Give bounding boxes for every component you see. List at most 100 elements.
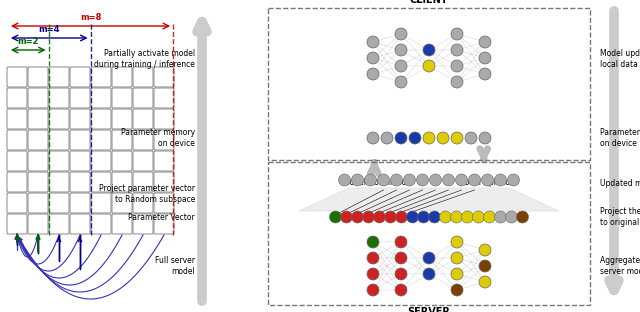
Text: Full server
model: Full server model [155, 256, 195, 276]
Circle shape [451, 76, 463, 88]
Circle shape [516, 211, 529, 223]
Circle shape [395, 252, 407, 264]
Circle shape [479, 244, 491, 256]
Circle shape [437, 132, 449, 144]
FancyBboxPatch shape [112, 151, 132, 171]
Circle shape [381, 132, 393, 144]
Circle shape [367, 68, 379, 80]
FancyBboxPatch shape [154, 214, 174, 234]
FancyBboxPatch shape [112, 172, 132, 192]
FancyBboxPatch shape [28, 193, 48, 213]
FancyBboxPatch shape [133, 151, 153, 171]
Circle shape [479, 36, 491, 48]
Circle shape [395, 284, 407, 296]
FancyBboxPatch shape [28, 67, 48, 87]
FancyBboxPatch shape [70, 88, 90, 108]
Circle shape [339, 174, 351, 186]
FancyBboxPatch shape [7, 130, 27, 150]
Circle shape [479, 260, 491, 272]
Circle shape [367, 284, 379, 296]
Circle shape [395, 76, 407, 88]
Text: Partially activate model
during training / inference: Partially activate model during training… [94, 49, 195, 69]
Text: Model Upload: Model Upload [458, 178, 510, 187]
FancyBboxPatch shape [28, 214, 48, 234]
Circle shape [479, 132, 491, 144]
Circle shape [451, 236, 463, 248]
Circle shape [479, 68, 491, 80]
Text: m=4: m=4 [38, 25, 60, 34]
Circle shape [403, 174, 415, 186]
FancyBboxPatch shape [70, 130, 90, 150]
Circle shape [417, 211, 429, 223]
Circle shape [423, 252, 435, 264]
Circle shape [468, 174, 481, 186]
Circle shape [423, 268, 435, 280]
Circle shape [508, 174, 520, 186]
Circle shape [385, 211, 397, 223]
Circle shape [479, 276, 491, 288]
FancyBboxPatch shape [91, 67, 111, 87]
Circle shape [367, 268, 379, 280]
Circle shape [451, 132, 463, 144]
Circle shape [506, 211, 518, 223]
Circle shape [409, 132, 421, 144]
Text: Parameter memory
on device: Parameter memory on device [600, 128, 640, 148]
Circle shape [395, 236, 407, 248]
Circle shape [351, 174, 364, 186]
FancyBboxPatch shape [70, 193, 90, 213]
FancyBboxPatch shape [154, 193, 174, 213]
Circle shape [365, 174, 376, 186]
FancyBboxPatch shape [49, 109, 69, 129]
Polygon shape [299, 188, 559, 211]
Circle shape [395, 28, 407, 40]
Circle shape [465, 132, 477, 144]
Circle shape [440, 211, 451, 223]
FancyBboxPatch shape [133, 193, 153, 213]
Text: m=2: m=2 [17, 37, 39, 46]
FancyBboxPatch shape [91, 88, 111, 108]
Text: Project parameter vector
to Random subspace: Project parameter vector to Random subsp… [99, 184, 195, 204]
FancyBboxPatch shape [133, 88, 153, 108]
FancyBboxPatch shape [70, 214, 90, 234]
Circle shape [483, 211, 495, 223]
FancyBboxPatch shape [49, 130, 69, 150]
FancyBboxPatch shape [70, 172, 90, 192]
Circle shape [451, 252, 463, 264]
Circle shape [367, 52, 379, 64]
Text: Project the updated parameter
to original space: Project the updated parameter to origina… [600, 207, 640, 227]
FancyBboxPatch shape [49, 172, 69, 192]
Circle shape [351, 211, 364, 223]
Text: CLIENT: CLIENT [410, 0, 448, 5]
FancyBboxPatch shape [70, 109, 90, 129]
FancyBboxPatch shape [154, 109, 174, 129]
FancyBboxPatch shape [154, 151, 174, 171]
Circle shape [417, 174, 429, 186]
Circle shape [451, 211, 463, 223]
FancyBboxPatch shape [28, 88, 48, 108]
Circle shape [451, 284, 463, 296]
Circle shape [423, 44, 435, 56]
FancyBboxPatch shape [70, 67, 90, 87]
FancyBboxPatch shape [28, 172, 48, 192]
FancyBboxPatch shape [49, 193, 69, 213]
FancyBboxPatch shape [91, 193, 111, 213]
Circle shape [456, 174, 467, 186]
FancyBboxPatch shape [112, 109, 132, 129]
Text: Parameter Vector: Parameter Vector [128, 212, 195, 222]
Circle shape [451, 60, 463, 72]
Circle shape [481, 174, 493, 186]
Circle shape [395, 268, 407, 280]
FancyBboxPatch shape [91, 151, 111, 171]
FancyBboxPatch shape [28, 151, 48, 171]
Circle shape [396, 211, 408, 223]
FancyBboxPatch shape [7, 109, 27, 129]
Circle shape [495, 211, 506, 223]
FancyBboxPatch shape [49, 88, 69, 108]
Circle shape [423, 60, 435, 72]
FancyBboxPatch shape [112, 193, 132, 213]
Circle shape [395, 44, 407, 56]
Circle shape [367, 236, 379, 248]
FancyBboxPatch shape [70, 151, 90, 171]
Text: Model updated with
local data: Model updated with local data [600, 49, 640, 69]
Circle shape [423, 132, 435, 144]
